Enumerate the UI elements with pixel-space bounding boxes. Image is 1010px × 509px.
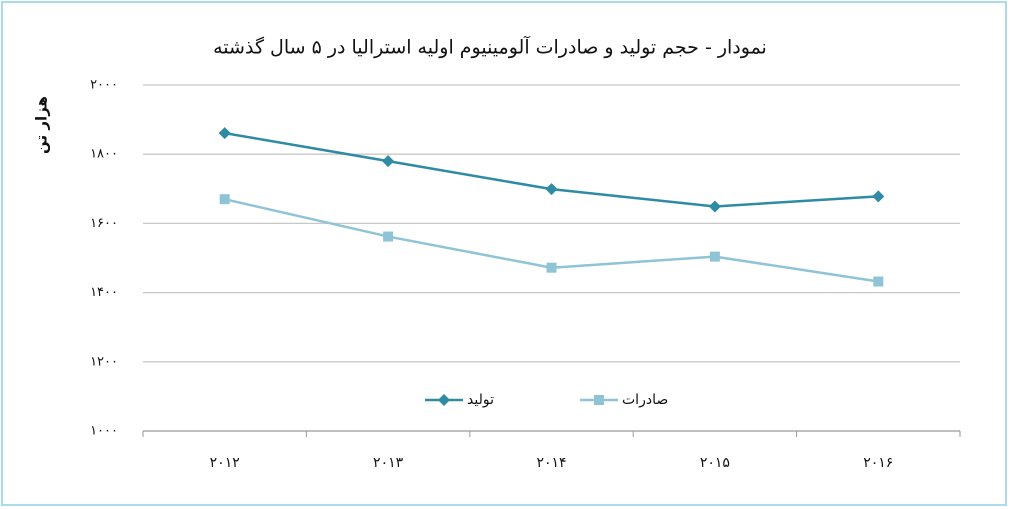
y-tick-label: ۲۰۰۰: [90, 78, 118, 93]
chart-title: نمودار - حجم تولید و صادرات آلومینیوم او…: [213, 35, 767, 59]
point: [383, 231, 394, 242]
y-axis-title: هزار تن: [33, 96, 51, 154]
point: [873, 276, 884, 287]
point: [382, 155, 395, 168]
legend-marker: [594, 395, 604, 405]
legend-marker: [438, 394, 450, 406]
y-tick-label: ۱۰۰۰: [90, 424, 118, 439]
point: [709, 251, 720, 262]
legend-label: تولید: [467, 392, 494, 408]
point: [218, 127, 231, 140]
y-tick-label: ۱۲۰۰: [90, 354, 118, 369]
y-tick-label: ۱۸۰۰: [90, 147, 118, 162]
x-tick-label: ۲۰۱۲: [210, 455, 240, 471]
y-tick-label: ۱۶۰۰: [90, 216, 118, 231]
x-tick-label: ۲۰۱۶: [863, 455, 893, 471]
y-tick-label: ۱۴۰۰: [90, 285, 118, 300]
point: [708, 200, 721, 213]
point: [546, 262, 557, 273]
legend-label: صادرات: [622, 392, 668, 408]
point: [219, 194, 230, 205]
point: [545, 183, 558, 196]
x-tick-label: ۲۰۱۴: [536, 455, 566, 471]
point: [872, 190, 885, 203]
x-tick-label: ۲۰۱۳: [373, 455, 404, 471]
x-tick-label: ۲۰۱۵: [700, 455, 730, 471]
